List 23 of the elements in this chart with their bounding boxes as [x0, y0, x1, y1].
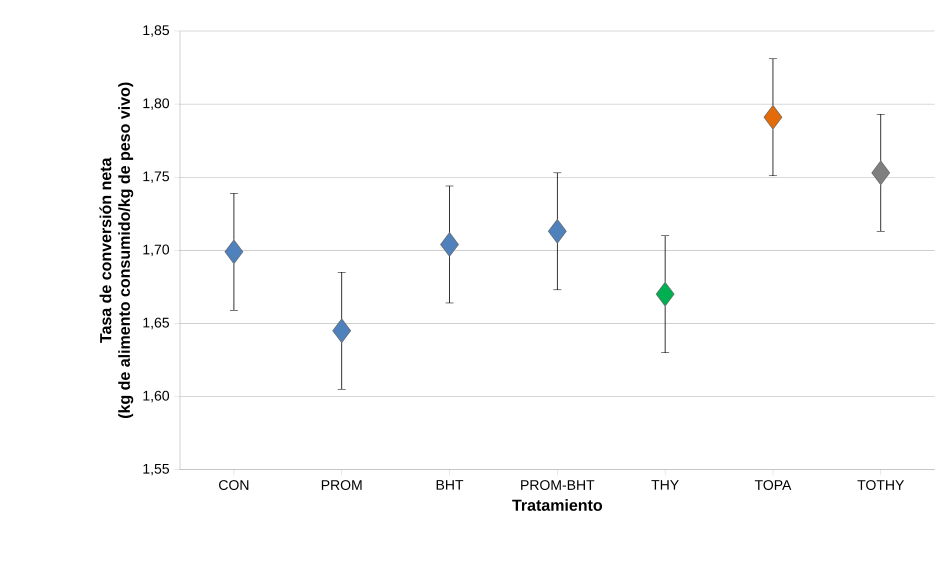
- x-tick-label: PROM: [322, 480, 362, 490]
- x-tick-label: CON: [219, 480, 248, 490]
- y-axis-title: Tasa de conversión neta (kg de alimento consumido/kg de peso vivo): [99, 82, 134, 418]
- x-axis-title: Tratamiento: [512, 499, 602, 511]
- x-tick-label: THY: [651, 480, 679, 490]
- x-tick-label: BHT: [436, 480, 464, 490]
- point: [871, 160, 890, 186]
- y-tick-label: 1,70: [143, 244, 170, 256]
- x-tick-label: TOPA: [754, 480, 792, 490]
- point: [656, 282, 674, 307]
- point: [332, 318, 352, 344]
- y-tick-label: 1,55: [143, 464, 170, 476]
- y-tick-label: 1,65: [143, 318, 170, 330]
- y-tick-label: 1,80: [143, 98, 170, 110]
- y-tick-label: 1,85: [143, 25, 170, 37]
- x-tick-label: PROM-BHT: [521, 480, 594, 490]
- x-tick-label: TOTHY: [857, 480, 904, 490]
- point: [440, 232, 459, 257]
- point: [224, 239, 244, 264]
- point: [548, 218, 567, 244]
- y-tick-label: 1,75: [143, 172, 170, 183]
- y-tick-label: 1,60: [143, 390, 170, 402]
- point: [764, 104, 782, 130]
